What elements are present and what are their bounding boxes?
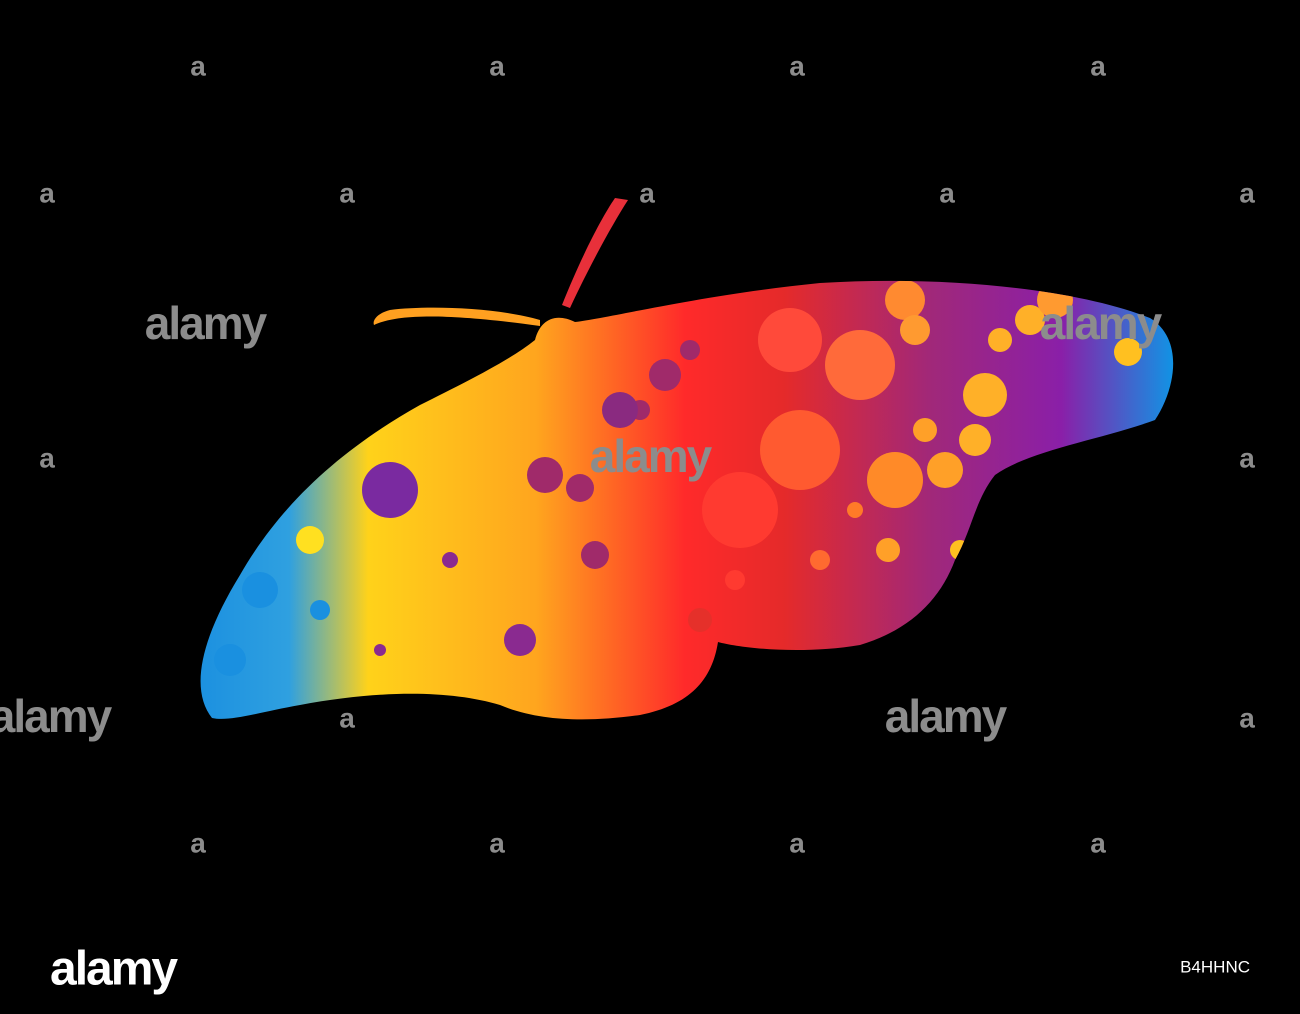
wing-spot <box>913 418 937 442</box>
wing-spot <box>988 328 1012 352</box>
watermark-mark: a <box>339 702 355 733</box>
watermarks: a a a a a a a a a a a a a a a a a alamy alamy alamy alamy ala… <box>0 50 1255 858</box>
watermark-mark: a <box>190 827 206 858</box>
wing-spot <box>876 538 900 562</box>
watermark-mark: a <box>190 50 206 81</box>
wing-spot <box>566 474 594 502</box>
wing-spot <box>963 373 1007 417</box>
wing-spot <box>1015 305 1045 335</box>
watermark-mark: a <box>1090 827 1106 858</box>
wing-spot <box>825 330 895 400</box>
wing-splat <box>442 552 458 568</box>
wing-spot <box>758 308 822 372</box>
watermark-mark: a <box>489 50 505 81</box>
watermark-mark: a <box>789 827 805 858</box>
wing-splat <box>602 392 638 428</box>
wing-splat <box>374 644 386 656</box>
wing-splat <box>242 572 278 608</box>
watermark-mark: a <box>939 177 955 208</box>
watermark-mark: a <box>489 827 505 858</box>
wing-splat <box>214 644 246 676</box>
watermark-mark: a <box>39 177 55 208</box>
watermark-mark: a <box>1090 50 1106 81</box>
watermark-mark: a <box>1239 702 1255 733</box>
wing-spot <box>959 424 991 456</box>
wing-splat <box>504 624 536 656</box>
image-id: B4HHNC <box>1180 957 1250 976</box>
wing-spot <box>847 502 863 518</box>
watermark-mark: a <box>39 442 55 473</box>
watermark-logo: alamy <box>1040 297 1163 349</box>
footer-bar <box>0 938 1300 1014</box>
wing-spot <box>867 452 923 508</box>
wing-spot <box>688 608 712 632</box>
wing-spot <box>760 410 840 490</box>
wing-spot <box>581 541 609 569</box>
wing-spot <box>527 457 563 493</box>
watermark-logo: alamy <box>885 690 1008 742</box>
wing-splat <box>310 600 330 620</box>
wing-spot <box>810 550 830 570</box>
wing-splat <box>296 526 324 554</box>
antenna <box>373 307 540 326</box>
antenna <box>562 198 628 308</box>
watermark-logo: alamy <box>145 297 268 349</box>
wing-spot <box>900 315 930 345</box>
watermark-mark: a <box>1239 442 1255 473</box>
wing-splat <box>362 462 418 518</box>
wing-spots <box>214 280 1142 676</box>
watermark-mark: a <box>1239 177 1255 208</box>
watermark-mark: a <box>789 50 805 81</box>
wing-spot <box>1114 338 1142 366</box>
wing-spot <box>927 452 963 488</box>
wing-spot <box>649 359 681 391</box>
watermark-mark: a <box>339 177 355 208</box>
watermark-logo: alamy <box>0 690 113 742</box>
wing-spot <box>725 570 745 590</box>
wing-spot <box>885 280 925 320</box>
footer-brand: alamy <box>50 943 178 996</box>
wing-spot <box>702 472 778 548</box>
watermark-logo: alamy <box>590 430 713 482</box>
watermark-mark: a <box>639 177 655 208</box>
wing-spot <box>680 340 700 360</box>
butterfly <box>200 198 1174 720</box>
